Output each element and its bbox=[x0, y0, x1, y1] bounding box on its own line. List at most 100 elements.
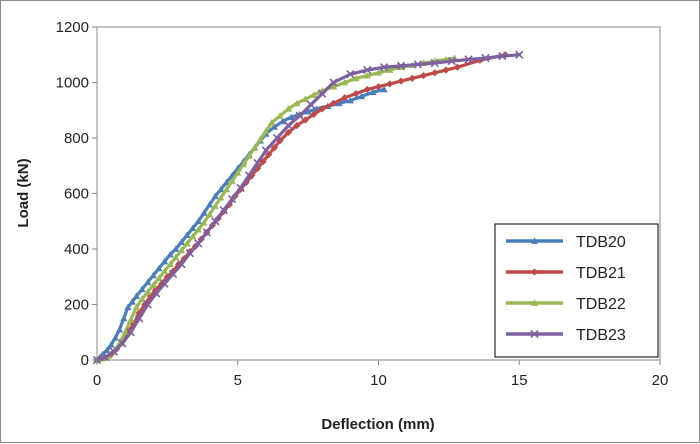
data-point-tdb23 bbox=[160, 279, 169, 288]
data-point-tdb20 bbox=[124, 303, 132, 311]
y-tick-label: 400 bbox=[64, 241, 89, 258]
x-tick-label: 5 bbox=[234, 372, 242, 389]
data-point-tdb22 bbox=[166, 260, 174, 268]
data-point-tdb22 bbox=[121, 328, 129, 336]
data-point-tdb23 bbox=[143, 300, 152, 309]
data-point-tdb20 bbox=[149, 271, 157, 279]
data-point-tdb23 bbox=[244, 171, 254, 180]
data-point-tdb21 bbox=[352, 90, 360, 98]
data-point-tdb20 bbox=[287, 113, 295, 121]
data-point-tdb22 bbox=[228, 177, 236, 184]
data-point-tdb21 bbox=[318, 105, 326, 113]
data-point-tdb23 bbox=[177, 260, 186, 269]
data-point-tdb21 bbox=[431, 69, 439, 77]
data-point-tdb22 bbox=[194, 225, 202, 233]
data-point-tdb22 bbox=[293, 99, 301, 107]
data-point-tdb20 bbox=[128, 298, 136, 305]
data-point-tdb23 bbox=[101, 353, 110, 362]
legend: TDB20 TDB21 TDB22 TDB23 bbox=[494, 223, 659, 358]
y-tick-label: 600 bbox=[64, 186, 89, 203]
data-point-tdb20 bbox=[138, 285, 146, 293]
series-layer bbox=[92, 50, 524, 365]
data-point-tdb20 bbox=[144, 278, 152, 286]
data-point-tdb20 bbox=[211, 192, 219, 200]
data-point-tdb21 bbox=[374, 83, 383, 91]
data-point-tdb20 bbox=[206, 201, 214, 208]
legend-marker bbox=[530, 268, 539, 276]
data-point-tdb22 bbox=[206, 210, 214, 218]
data-point-tdb23 bbox=[498, 51, 507, 61]
data-point-tdb23 bbox=[306, 100, 316, 109]
data-point-tdb23 bbox=[318, 89, 327, 98]
data-point-tdb21 bbox=[259, 157, 267, 166]
data-point-tdb22 bbox=[374, 69, 383, 76]
x-tick-label: 15 bbox=[511, 372, 528, 389]
data-point-tdb23 bbox=[346, 70, 355, 79]
data-point-tdb20 bbox=[189, 224, 197, 232]
y-tick-label: 200 bbox=[64, 297, 89, 314]
data-point-tdb22 bbox=[363, 71, 371, 79]
legend-item-tdb22: TDB22 bbox=[506, 296, 626, 313]
data-point-tdb23 bbox=[261, 146, 271, 155]
data-point-tdb23 bbox=[272, 133, 282, 143]
data-point-tdb22 bbox=[386, 66, 394, 73]
data-point-tdb23 bbox=[413, 60, 423, 69]
data-point-tdb22 bbox=[276, 112, 284, 119]
data-point-tdb20 bbox=[358, 92, 366, 100]
data-point-tdb23 bbox=[109, 347, 119, 356]
data-point-tdb20 bbox=[200, 209, 208, 216]
data-point-tdb23 bbox=[118, 339, 127, 348]
data-point-tdb22 bbox=[262, 127, 270, 134]
data-point-tdb21 bbox=[265, 151, 273, 159]
y-tick-label: 1200 bbox=[56, 19, 89, 36]
data-point-tdb22 bbox=[138, 295, 146, 302]
data-point-tdb21 bbox=[341, 94, 349, 102]
data-point-tdb20 bbox=[160, 257, 169, 265]
data-point-tdb22 bbox=[239, 160, 247, 168]
legend-item-tdb20: TDB20 bbox=[506, 234, 626, 251]
data-point-tdb23 bbox=[430, 58, 439, 68]
legend-label: TDB23 bbox=[576, 327, 626, 344]
data-point-tdb21 bbox=[301, 116, 309, 124]
y-tick-label: 0 bbox=[81, 352, 89, 369]
legend-marker bbox=[530, 299, 539, 306]
data-point-tdb22 bbox=[267, 119, 276, 126]
data-point-tdb23 bbox=[151, 289, 161, 298]
x-tick-label: 10 bbox=[370, 372, 387, 389]
x-tick-label: 20 bbox=[652, 372, 669, 389]
y-tick-label: 800 bbox=[64, 130, 89, 147]
data-point-tdb21 bbox=[476, 56, 484, 64]
data-point-tdb23 bbox=[329, 78, 338, 87]
data-point-tdb22 bbox=[155, 274, 163, 282]
data-point-tdb23 bbox=[211, 217, 220, 226]
data-point-tdb23 bbox=[227, 194, 237, 204]
ticks-layer: 0 200 400 600 800 1000 1200 0 5 10 15 20 bbox=[56, 19, 669, 389]
data-point-tdb21 bbox=[270, 144, 278, 152]
data-point-tdb23 bbox=[135, 314, 144, 323]
data-point-tdb22 bbox=[284, 105, 293, 112]
data-point-tdb23 bbox=[168, 269, 178, 279]
data-point-tdb20 bbox=[177, 238, 186, 245]
legend-marker bbox=[530, 237, 539, 244]
data-point-tdb23 bbox=[295, 111, 304, 120]
data-point-tdb22 bbox=[132, 303, 141, 311]
data-point-tdb23 bbox=[363, 65, 372, 75]
data-point-tdb20 bbox=[335, 99, 343, 107]
series-tdb23 bbox=[92, 50, 524, 365]
legend-marker bbox=[530, 329, 539, 339]
data-point-tdb23 bbox=[464, 55, 473, 64]
data-point-tdb21 bbox=[293, 121, 301, 130]
data-point-tdb23 bbox=[284, 121, 293, 130]
data-point-tdb22 bbox=[172, 253, 180, 261]
data-point-tdb22 bbox=[310, 91, 318, 98]
data-point-tdb22 bbox=[127, 316, 135, 323]
data-point-tdb23 bbox=[202, 228, 211, 237]
data-point-tdb23 bbox=[219, 205, 228, 215]
data-point-tdb22 bbox=[183, 239, 191, 247]
data-point-tdb23 bbox=[185, 248, 195, 258]
data-point-tdb20 bbox=[107, 341, 115, 348]
legend-label: TDB22 bbox=[576, 296, 626, 313]
data-point-tdb20 bbox=[166, 250, 174, 258]
data-point-tdb22 bbox=[234, 169, 242, 176]
